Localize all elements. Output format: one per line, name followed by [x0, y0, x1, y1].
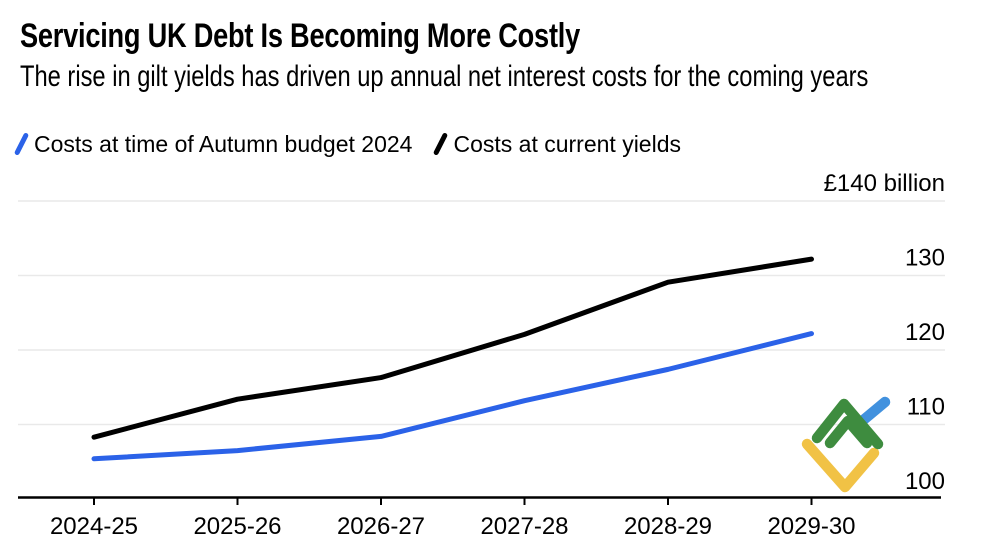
legend-item-current-yield-costs: Costs at current yields	[433, 130, 681, 158]
plot-area: £140 billion 130 120 110 100 2024-25 2025-26 20…	[18, 170, 945, 540]
y-axis-label: 130	[905, 245, 945, 272]
logo-green-outer-chevron-icon	[811, 398, 884, 450]
chart-subtitle: The rise in gilt yields has driven up an…	[20, 60, 869, 93]
x-axis-label: 2028-29	[624, 513, 712, 540]
x-axis-label: 2026-27	[337, 513, 425, 540]
y-axis-label: 120	[905, 319, 945, 346]
legend-label-budget-costs: Costs at time of Autumn budget 2024	[34, 131, 413, 157]
logo-green-inner-chevron-icon	[824, 415, 873, 449]
litefinance-logo	[801, 396, 891, 493]
logo-blue-slash-icon	[855, 396, 891, 428]
y-axis-label: 100	[905, 468, 945, 495]
x-axis-label: 2025-26	[193, 513, 281, 540]
x-axis-label: 2029-30	[767, 513, 855, 540]
y-axis-label: £140 billion	[824, 170, 945, 197]
x-axis-label: 2027-28	[480, 513, 568, 540]
legend-label-current-yield-costs: Costs at current yields	[453, 131, 681, 157]
legend: Costs at time of Autumn budget 2024 Cost…	[13, 130, 681, 158]
chart-title: Servicing UK Debt Is Becoming More Costl…	[20, 17, 580, 55]
logo-yellow-check-icon	[801, 438, 880, 493]
x-axis-label: 2024-25	[50, 513, 138, 540]
series-line-1	[91, 256, 814, 440]
legend-item-budget-costs: Costs at time of Autumn budget 2024	[13, 130, 413, 158]
y-axis-label: 110	[907, 394, 945, 421]
series-line-0	[91, 331, 814, 462]
